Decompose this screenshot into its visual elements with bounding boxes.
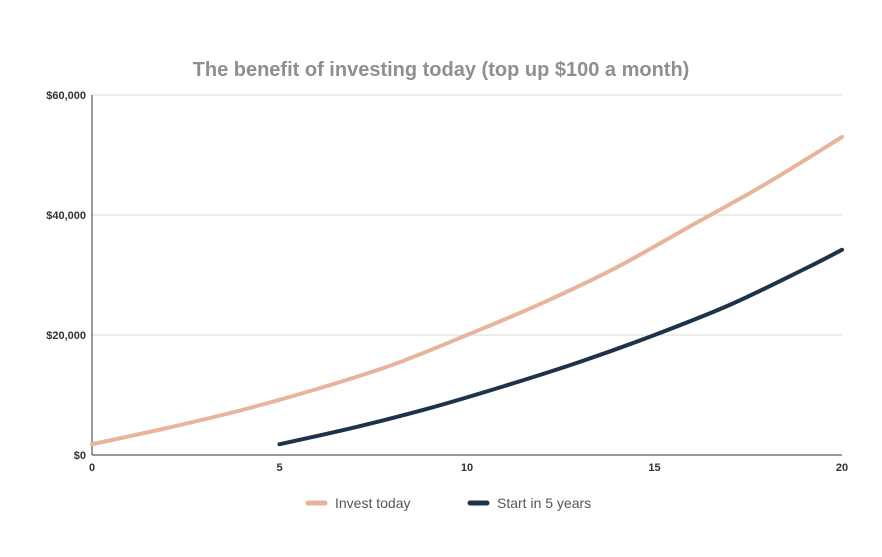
legend-label-invest-today: Invest today [335, 495, 411, 511]
x-tick-label: 15 [648, 462, 660, 474]
gridlines [92, 94, 842, 336]
y-tick-label: $60,000 [46, 90, 86, 102]
axes: $0 $20,000 $40,000 $60,000 0 5 10 15 20 [46, 90, 848, 474]
series-line-start-in-5-years [277, 247, 844, 447]
series-line-invest-today [90, 135, 844, 447]
y-tick-label: $20,000 [46, 330, 86, 342]
y-tick-label: $0 [74, 450, 86, 462]
series-lines [90, 135, 844, 447]
legend: Invest today Start in 5 years [305, 495, 591, 511]
x-tick-label: 5 [276, 462, 282, 474]
x-tick-label: 20 [836, 462, 848, 474]
x-tick-label: 0 [89, 462, 95, 474]
chart-title: The benefit of investing today (top up $… [193, 59, 690, 81]
x-tick-label: 10 [461, 462, 473, 474]
y-tick-label: $40,000 [46, 210, 86, 222]
legend-label-start-in-5-years: Start in 5 years [497, 495, 591, 511]
